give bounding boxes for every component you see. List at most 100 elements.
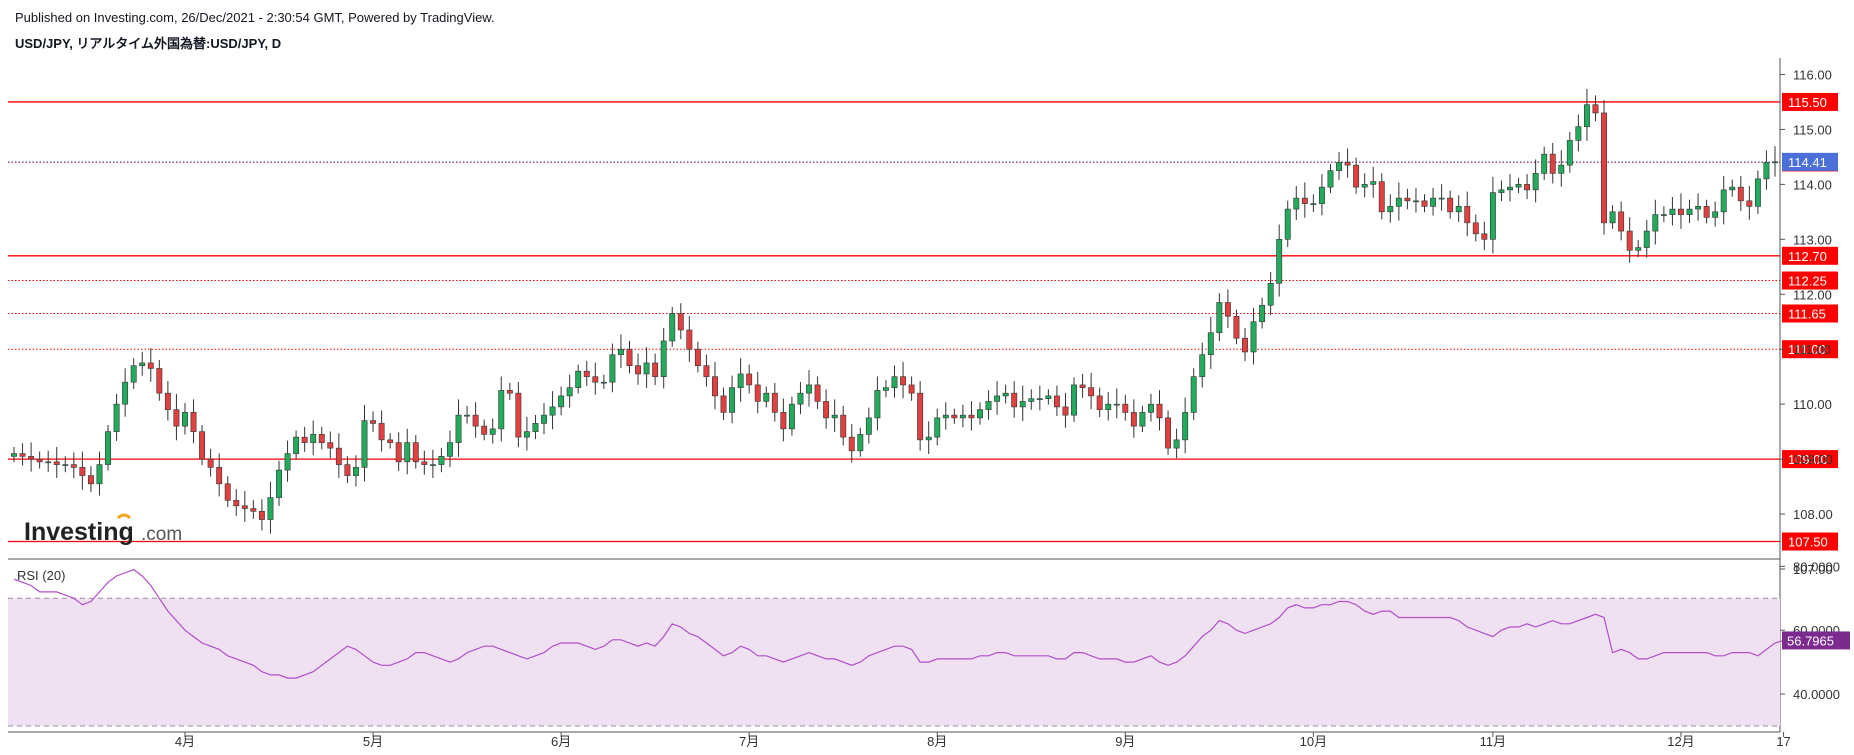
candle-up-body: [1763, 162, 1770, 180]
candle: [1224, 289, 1231, 328]
candle-up-body: [1207, 332, 1214, 356]
candle: [447, 430, 453, 468]
candle-up-body: [352, 467, 359, 476]
candle: [1344, 148, 1351, 178]
candle-up-body: [729, 387, 736, 413]
candle-down-body: [1301, 197, 1308, 204]
candle: [224, 476, 231, 508]
rsi-title: RSI (20): [17, 568, 65, 583]
candle: [1387, 194, 1394, 223]
candle-up-body: [1284, 208, 1291, 240]
candle: [874, 376, 881, 431]
level-badge: [1782, 340, 1838, 359]
candle: [1472, 214, 1479, 242]
candle-down-body: [900, 376, 906, 386]
candle: [147, 348, 154, 382]
candle: [105, 425, 111, 471]
candle-up-body: [541, 414, 547, 424]
price-tick-label: 110.00: [1793, 397, 1832, 412]
candle-up-body: [1036, 398, 1043, 400]
candle-up-body: [1772, 161, 1778, 164]
candle: [1267, 272, 1274, 316]
level-badge-label: 112.25: [1788, 274, 1827, 289]
candle-up-body: [1071, 384, 1077, 416]
candle-up-body: [985, 401, 992, 410]
candle-up-body: [1729, 186, 1736, 191]
candle: [1259, 297, 1266, 329]
candle: [1601, 99, 1607, 235]
candle: [1703, 199, 1710, 224]
candle-up-body: [310, 434, 317, 443]
candle-down-body: [1122, 403, 1129, 413]
level-badge-label: 111.65: [1788, 306, 1826, 321]
candle-up-body: [617, 348, 624, 356]
candle: [370, 411, 376, 432]
chart-subtitle: USD/JPY, リアルタイム外国為替:USD/JPY, D: [15, 36, 282, 51]
candle-up-body: [45, 461, 52, 464]
candle: [404, 428, 411, 475]
rsi-tick-label: 40.0000: [1793, 687, 1840, 702]
candle: [729, 375, 736, 424]
level-badge: [1782, 246, 1838, 265]
candle: [1430, 187, 1437, 216]
candle-up-body: [1754, 178, 1761, 207]
date-tick-label: 5月: [363, 734, 383, 749]
candle-up-body: [831, 414, 838, 419]
candle: [917, 381, 924, 451]
price-tick-label: 114.00: [1793, 177, 1832, 192]
candle: [1507, 174, 1513, 202]
candle: [113, 393, 120, 441]
candle-down-body: [1344, 162, 1351, 166]
candle: [891, 365, 898, 398]
candle-down-body: [472, 414, 479, 427]
candle-down-body: [908, 384, 915, 394]
candle: [1464, 191, 1471, 237]
candle: [395, 432, 402, 472]
date-tick-label: 7月: [739, 734, 759, 749]
candle-up-body: [1336, 162, 1342, 171]
candle-up-body: [267, 497, 274, 520]
candle-up-body: [1045, 395, 1052, 399]
candle: [481, 419, 488, 441]
candle: [635, 353, 641, 385]
candle: [883, 380, 889, 398]
candle: [1165, 410, 1172, 455]
candle-up-body: [609, 354, 616, 383]
candle-down-body: [652, 362, 659, 377]
candle: [1216, 293, 1223, 342]
candle-up-body: [1387, 206, 1394, 213]
candle: [1053, 385, 1060, 417]
price-tick-label: 112.00: [1793, 287, 1832, 302]
candle-down-body: [1618, 211, 1625, 232]
candle-down-body: [335, 447, 342, 465]
candle: [293, 430, 300, 460]
candle: [1455, 195, 1462, 222]
candle-down-body: [754, 384, 761, 402]
level-badge: [1782, 304, 1838, 323]
candle-up-body: [1643, 230, 1650, 248]
candle-down-body: [173, 409, 180, 427]
candle-up-body: [62, 464, 69, 466]
candle: [318, 426, 325, 450]
candle: [1173, 428, 1180, 459]
candle: [310, 420, 317, 456]
candle: [1139, 405, 1146, 433]
candle-up-body: [1327, 170, 1334, 188]
candle: [994, 381, 1001, 415]
candle: [1242, 327, 1248, 362]
candle-up-body: [549, 406, 556, 416]
candle-up-body: [139, 362, 146, 366]
candle-down-body: [250, 508, 257, 512]
candle-down-body: [917, 392, 924, 441]
candle: [96, 451, 103, 496]
candle: [1592, 95, 1599, 122]
last-price-badge: [1782, 152, 1838, 171]
candle: [156, 360, 163, 401]
price-tick-label: 109.00: [1793, 452, 1833, 467]
candle-down-body: [626, 348, 633, 366]
candle: [541, 403, 547, 435]
candle: [1284, 200, 1291, 247]
candle-down-body: [823, 401, 830, 419]
candle: [1327, 164, 1334, 194]
